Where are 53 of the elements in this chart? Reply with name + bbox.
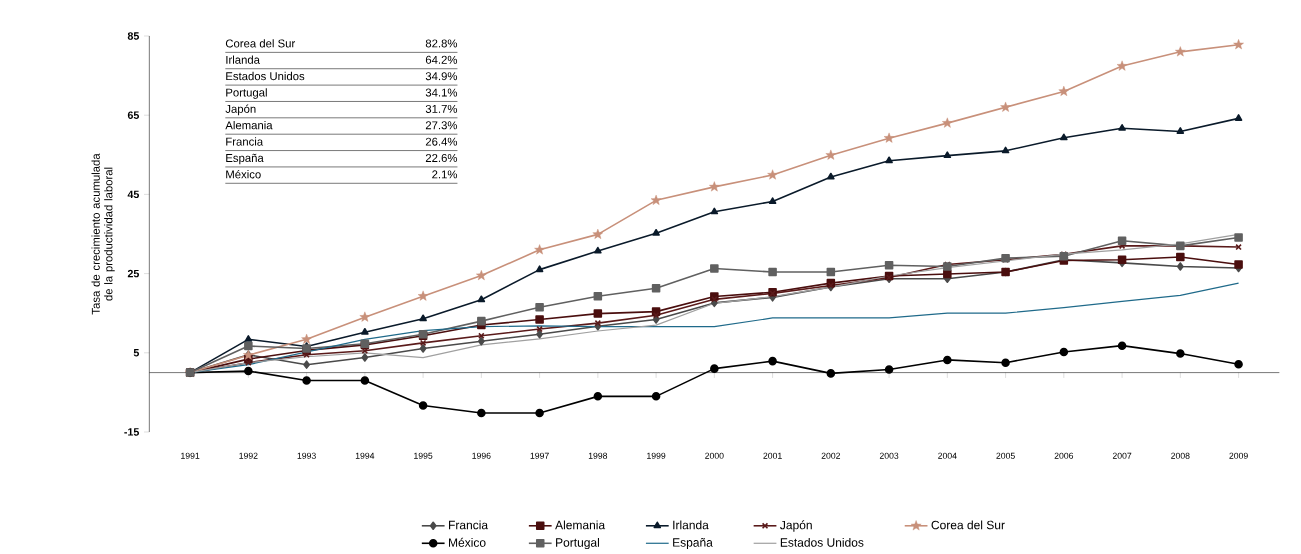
x-tick-label: 2003 bbox=[879, 452, 899, 459]
annotation: Portugal bbox=[226, 88, 267, 99]
legend-label: Alemania bbox=[555, 520, 606, 530]
legend-label: Japón bbox=[780, 520, 812, 532]
x-tick-label: 1991 bbox=[181, 452, 200, 459]
legend-label: Irlanda bbox=[673, 520, 709, 530]
x-tick-label: 1994 bbox=[355, 452, 375, 459]
annotation: Estados Unidos bbox=[226, 71, 305, 81]
legend-label: Corea del Sur bbox=[931, 520, 1005, 530]
x-tick-label: 1995 bbox=[414, 452, 433, 459]
y-tick-label: 85 bbox=[127, 32, 139, 40]
y-tick-label: 45 bbox=[127, 190, 139, 199]
annotation: 26.4% bbox=[425, 137, 458, 146]
legend-label: Estados Unidos bbox=[780, 537, 864, 547]
annotation: España bbox=[226, 153, 264, 165]
x-tick-label: 1998 bbox=[588, 452, 608, 459]
annotation: 82.8% bbox=[425, 39, 458, 48]
annotation: Corea del Sur bbox=[225, 39, 296, 48]
annotation: 34.1% bbox=[425, 88, 458, 97]
x-tick-label: 2004 bbox=[938, 452, 957, 459]
y-tick-label: -15 bbox=[124, 428, 139, 436]
annotation: Alemania bbox=[225, 120, 273, 130]
x-tick-label: 2002 bbox=[821, 452, 841, 459]
x-tick-label: 1997 bbox=[530, 452, 549, 459]
annotation: 31.7% bbox=[425, 104, 458, 113]
annotation: 22.6% bbox=[425, 153, 458, 162]
legend-label: México bbox=[449, 537, 486, 547]
x-tick-label: 1996 bbox=[472, 452, 491, 459]
x-tick-label: 2005 bbox=[996, 452, 1015, 459]
x-tick-label: 2008 bbox=[1171, 452, 1190, 459]
annotation: 34.9% bbox=[425, 72, 458, 81]
annotation: Irlanda bbox=[226, 55, 260, 64]
y-tick-label: 65 bbox=[127, 111, 139, 119]
legend-label: Francia bbox=[449, 520, 489, 530]
annotation: México bbox=[226, 169, 261, 179]
annotation: Japón bbox=[225, 104, 256, 116]
annotation: 64.2% bbox=[425, 55, 458, 64]
x-tick-label: 2000 bbox=[705, 452, 724, 459]
annotation: Francia bbox=[226, 137, 264, 146]
annotation: 2.1% bbox=[432, 170, 458, 179]
legend-label: España bbox=[673, 537, 713, 550]
x-tick-label: 1999 bbox=[647, 452, 666, 459]
x-tick-label: 2009 bbox=[1229, 452, 1248, 459]
annotation: 27.3% bbox=[425, 121, 458, 130]
x-tick-label: 1993 bbox=[297, 452, 316, 459]
x-tick-label: 2007 bbox=[1112, 452, 1132, 459]
x-tick-label: 2001 bbox=[763, 452, 782, 459]
y-axis-title: Tasa de crecimiento acumulada de la productividad laboral bbox=[91, 153, 115, 315]
x-tick-label: 1992 bbox=[239, 452, 258, 459]
legend-label: Portugal bbox=[556, 537, 599, 550]
x-tick-label: 2006 bbox=[1054, 452, 1074, 459]
y-tick-label: 5 bbox=[133, 349, 140, 357]
y-tick-label: 25 bbox=[127, 269, 139, 278]
